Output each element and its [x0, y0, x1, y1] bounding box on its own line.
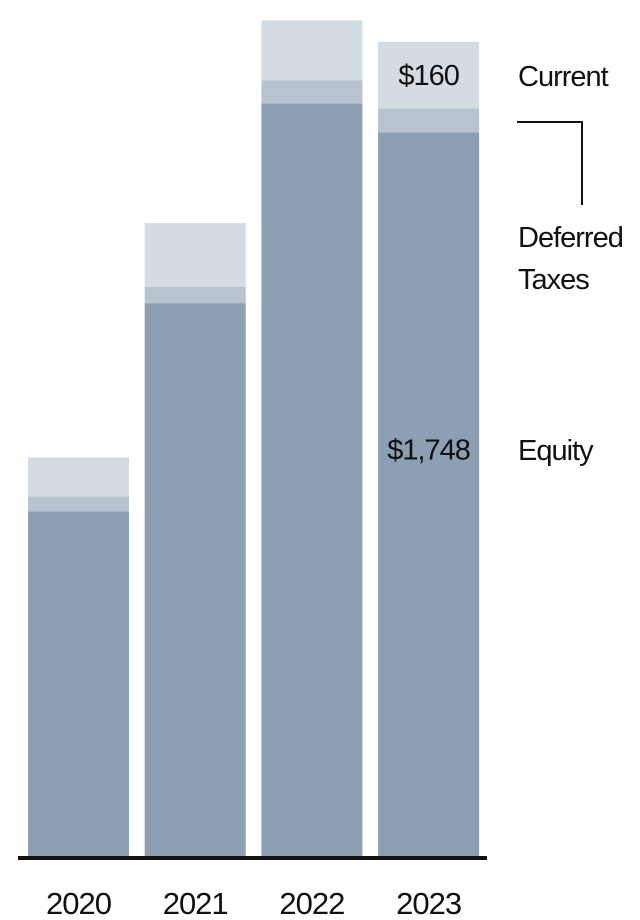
x-tick-label: 2020	[46, 886, 112, 920]
bar-segment	[28, 457, 129, 497]
bar-segment	[261, 103, 363, 857]
data-label: $1,748	[387, 435, 470, 467]
bar-segment	[261, 20, 363, 81]
bar-segment	[28, 496, 129, 512]
legend-bracket	[517, 121, 583, 205]
legend-label: Current	[518, 61, 609, 93]
legend-label: Equity	[518, 435, 594, 467]
bar-segment	[378, 132, 480, 857]
bar-segment	[28, 511, 129, 857]
bar-segment	[144, 286, 246, 304]
legend-label: Deferred Taxes	[518, 222, 624, 296]
data-label: $160	[398, 60, 459, 92]
bar-segment	[144, 303, 246, 857]
x-tick-label: 2021	[163, 886, 228, 920]
x-tick-label: 2022	[279, 886, 344, 920]
bar-segment	[378, 41, 480, 109]
x-tick-label: 2023	[396, 886, 461, 920]
bar-segment	[261, 80, 363, 104]
bar-segment	[144, 223, 246, 287]
bar-segment	[378, 108, 480, 133]
